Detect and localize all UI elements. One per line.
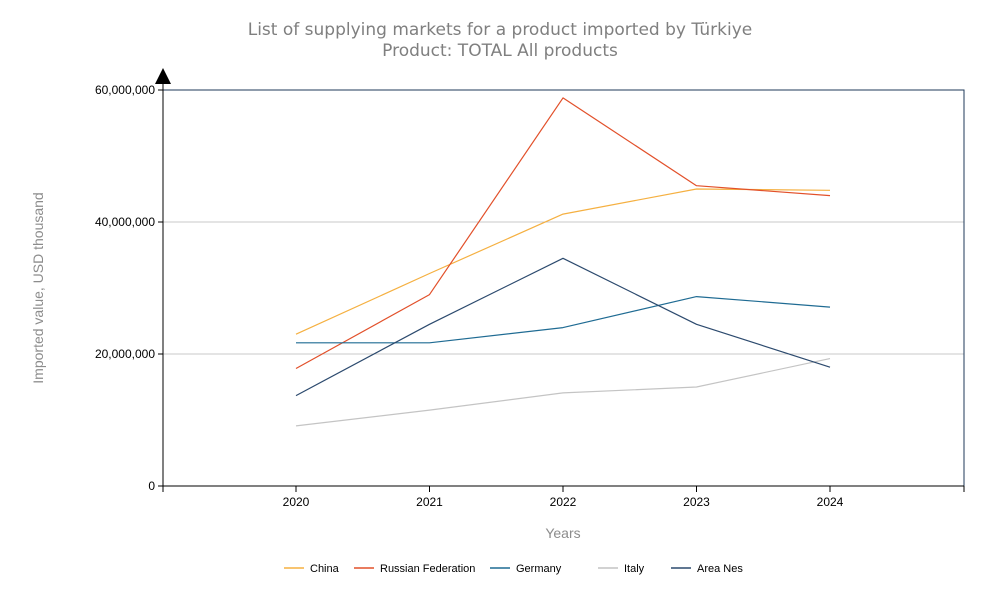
y-axis-title: Imported value, USD thousand: [30, 192, 46, 383]
x-tick-label: 2020: [283, 495, 310, 509]
x-tick-label: 2024: [817, 495, 844, 509]
x-axis-ticks: 2020 2021 2022 2023 2024: [162, 486, 965, 509]
series-line-china: [295, 188, 831, 335]
y-tick-label: 0: [148, 479, 155, 493]
x-tick-label: 2021: [416, 495, 443, 509]
legend-label-area-nes: Area Nes: [697, 563, 743, 575]
legend-label-china: China: [310, 563, 340, 575]
legend-label-germany: Germany: [516, 563, 562, 575]
x-axis-title: Years: [545, 525, 580, 541]
series-line-russian-federation: [295, 97, 831, 370]
legend-label-italy: Italy: [624, 563, 645, 575]
series-line-area-nes: [295, 257, 831, 397]
chart-title: List of supplying markets for a product …: [248, 20, 753, 40]
legend-label-russian-federation: Russian Federation: [380, 563, 475, 575]
series-lines: [295, 97, 831, 427]
x-tick-label: 2023: [683, 495, 710, 509]
gridlines: [163, 221, 964, 355]
chart-subtitle: Product: TOTAL All products: [382, 41, 618, 61]
y-tick-label: 60,000,000: [95, 83, 155, 97]
series-line-germany: [296, 296, 831, 344]
y-tick-label: 40,000,000: [95, 215, 155, 229]
y-axis-ticks: 0 20,000,000 40,000,000 60,000,000: [95, 83, 163, 493]
x-tick-label: 2022: [550, 495, 577, 509]
plot-area: [162, 89, 965, 487]
series-line-italy: [295, 358, 831, 427]
legend: China Russian Federation Germany Italy Area …: [284, 563, 743, 575]
y-axis-arrow-icon: [155, 68, 171, 84]
y-tick-label: 20,000,000: [95, 347, 155, 361]
